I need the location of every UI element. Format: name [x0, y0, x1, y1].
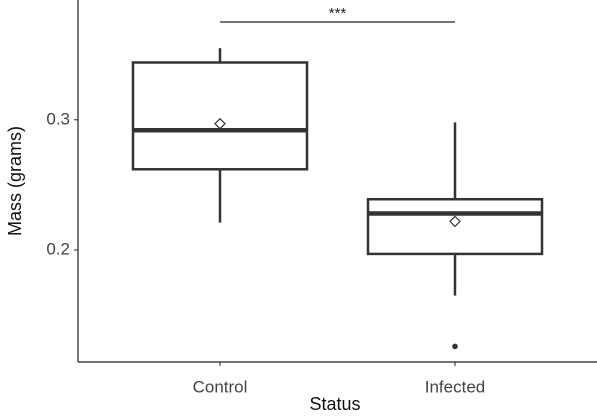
y-axis-label: Mass (grams): [5, 126, 25, 236]
box: [131, 61, 309, 171]
y-tick-label: 0.2: [46, 239, 70, 258]
x-tick-label: Infected: [425, 377, 486, 396]
significance-label: ***: [329, 5, 347, 22]
mean-marker: [214, 117, 226, 130]
mean-marker: [449, 215, 461, 228]
x-tick-label: Control: [193, 377, 248, 396]
outlier: [452, 343, 458, 350]
x-axis-label: Status: [309, 394, 360, 414]
y-tick-label: 0.3: [46, 109, 70, 128]
